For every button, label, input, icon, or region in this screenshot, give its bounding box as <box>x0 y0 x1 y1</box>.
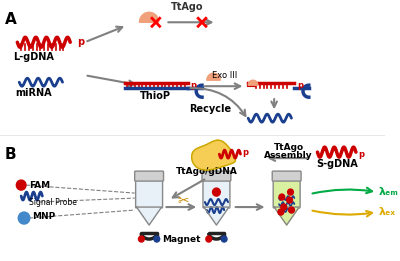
Text: p: p <box>297 81 303 90</box>
FancyBboxPatch shape <box>135 171 164 181</box>
Polygon shape <box>248 80 258 85</box>
Text: Magnet: Magnet <box>162 235 201 244</box>
FancyBboxPatch shape <box>272 171 301 181</box>
Text: Signal Probe: Signal Probe <box>29 198 77 206</box>
Text: p: p <box>77 37 84 47</box>
FancyBboxPatch shape <box>273 179 300 208</box>
Circle shape <box>154 236 160 242</box>
Circle shape <box>287 197 292 203</box>
Text: Recycle: Recycle <box>189 104 231 114</box>
Text: p: p <box>242 148 248 157</box>
Circle shape <box>18 212 30 224</box>
Text: ThioP: ThioP <box>140 91 171 101</box>
Circle shape <box>288 189 293 195</box>
Polygon shape <box>140 12 159 22</box>
Text: λₑₓ: λₑₓ <box>379 207 396 217</box>
Text: Assembly: Assembly <box>264 151 313 160</box>
Text: λₑₘ: λₑₘ <box>379 187 399 197</box>
Polygon shape <box>136 207 162 225</box>
Circle shape <box>278 209 284 215</box>
Text: FAM: FAM <box>29 181 50 189</box>
Circle shape <box>288 207 294 213</box>
Circle shape <box>16 180 26 190</box>
Circle shape <box>281 204 287 210</box>
Circle shape <box>279 194 285 200</box>
Text: TtAgo: TtAgo <box>171 2 204 12</box>
Text: ✂: ✂ <box>177 194 188 208</box>
Text: MNP: MNP <box>32 212 55 221</box>
Text: TtAgo/gDNA: TtAgo/gDNA <box>176 167 238 176</box>
FancyBboxPatch shape <box>136 179 162 208</box>
Circle shape <box>138 236 144 242</box>
Polygon shape <box>204 207 229 225</box>
Text: p: p <box>190 81 196 90</box>
Polygon shape <box>207 73 220 80</box>
Text: TtAgo: TtAgo <box>274 143 304 152</box>
Text: B: B <box>5 147 16 162</box>
FancyBboxPatch shape <box>203 179 230 208</box>
Text: L-gDNA: L-gDNA <box>13 52 54 62</box>
Text: miRNA: miRNA <box>15 88 52 98</box>
Text: A: A <box>5 12 16 27</box>
Text: Exo III: Exo III <box>212 71 237 80</box>
FancyBboxPatch shape <box>202 171 231 181</box>
Text: S-gDNA: S-gDNA <box>316 159 358 169</box>
Circle shape <box>212 188 220 196</box>
Circle shape <box>221 236 227 242</box>
Polygon shape <box>192 140 236 170</box>
Polygon shape <box>274 207 299 225</box>
Circle shape <box>206 236 212 242</box>
Text: p: p <box>358 150 364 159</box>
